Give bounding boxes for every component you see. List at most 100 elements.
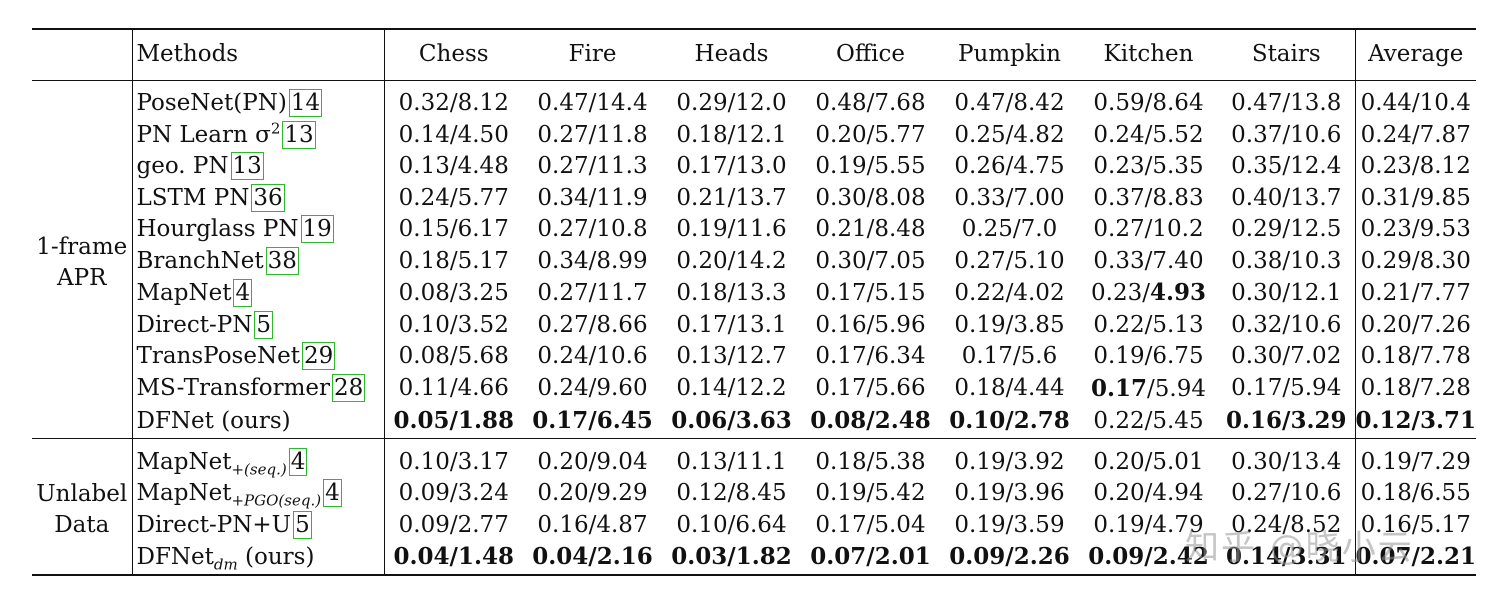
table-row: LSTM PN 36 0.24/5.77 0.34/11.9 0.21/13.7 0.30… xyxy=(32,182,1476,215)
result-value: 0.20/4.94 xyxy=(1093,480,1204,506)
result-value: 0.17/6.34 xyxy=(815,343,926,369)
citation-link[interactable]: 4 xyxy=(233,278,253,307)
header-methods: Methods xyxy=(131,29,384,81)
result-value-part: 0.23 xyxy=(1091,280,1143,306)
result-value: 0.18/7.28 xyxy=(1360,375,1471,401)
result-value: 0.16/5.17 xyxy=(1360,511,1471,538)
result-cell: 0.27/8.66 xyxy=(523,310,662,342)
result-cell: 0.14/12.2 xyxy=(662,373,801,406)
header-row: Methods Chess Fire Heads Office Pumpkin … xyxy=(32,29,1476,81)
citation-link[interactable]: 38 xyxy=(265,246,299,275)
result-cell: 0.08/5.68 xyxy=(383,341,523,373)
result-cell: 0.17/5.94 xyxy=(1218,373,1355,406)
citation-link[interactable]: 5 xyxy=(254,310,274,339)
result-value: 0.33/7.00 xyxy=(954,184,1065,211)
result-value: 0.17/5.6 xyxy=(961,343,1058,369)
result-cell: 0.27/11.7 xyxy=(523,277,662,310)
result-value: 0.33/7.40 xyxy=(1093,247,1204,274)
result-cell: 0.07/2.01 xyxy=(801,541,940,575)
result-cell: 0.08/2.48 xyxy=(801,405,940,438)
result-value: 0.19/3.85 xyxy=(954,311,1065,338)
result-value: 0.08/2.48 xyxy=(810,407,931,434)
result-cell: 0.10/3.17 xyxy=(383,446,523,478)
result-cell: 0.17/13.1 xyxy=(662,310,801,342)
result-cell: 0.23/4.93 xyxy=(1079,277,1218,310)
citation-link[interactable]: 19 xyxy=(300,215,334,243)
header-kitchen: Kitchen xyxy=(1103,41,1194,68)
result-value: 0.08/5.68 xyxy=(398,343,509,369)
result-cell: 0.03/1.82 xyxy=(662,541,801,575)
method-cell: MapNet+PGO(seq.) 4 xyxy=(131,478,384,510)
result-value: 0.26/4.75 xyxy=(954,153,1065,179)
result-value: 0.09/2.77 xyxy=(398,511,509,538)
citation-link[interactable]: 28 xyxy=(332,374,366,402)
result-cell: 0.25/7.0 xyxy=(940,214,1079,246)
citation-link[interactable]: 13 xyxy=(282,120,316,149)
result-cell: 0.17/5.15 xyxy=(801,277,940,310)
result-value: 0.21/7.77 xyxy=(1360,279,1471,306)
result-value: 0.14/12.2 xyxy=(676,375,787,401)
method-subscript: +PGO(seq.) xyxy=(231,491,322,510)
result-cell: 0.10/3.52 xyxy=(383,309,523,341)
method-name: MapNet xyxy=(136,279,232,306)
table-row: geo. PN 13 0.13/4.48 0.27/11.3 0.17/13.0 0.19… xyxy=(32,151,1476,183)
table-body: 1-frame APR PoseNet(PN) 14 0.32/8.12 0.47/14.… xyxy=(32,80,1476,575)
method-name: PoseNet(PN) xyxy=(136,90,287,116)
result-value: 0.12/8.45 xyxy=(676,480,787,506)
result-value: 0.19/5.55 xyxy=(815,153,926,179)
result-cell: 0.47/14.4 xyxy=(523,88,662,120)
table-row: Unlabel Data MapNet+(seq.) 4 0.10/3.17 0.20/9… xyxy=(32,446,1476,538)
result-value: 0.09/3.24 xyxy=(398,480,509,506)
method-name: geo. PN xyxy=(136,153,229,179)
result-cell: 0.16/3.29 xyxy=(1218,405,1355,438)
method-name: DFNet (ours) xyxy=(136,407,291,434)
result-value: 0.07/2.01 xyxy=(810,543,931,570)
result-cell: 0.31/9.85 xyxy=(1354,182,1476,214)
table-row: Hourglass PN 19 0.15/6.17 0.27/10.8 0.19/11.… xyxy=(32,214,1476,246)
table-row: Direct-PN 5 0.10/3.52 0.27/8.66 0.17/13.1 0.1… xyxy=(32,309,1476,342)
method-name: MapNet xyxy=(136,448,232,475)
result-cell: 0.17/5.04 xyxy=(801,510,940,542)
result-value: 0.32/10.6 xyxy=(1231,311,1342,338)
result-value: 0.17/5.66 xyxy=(815,375,926,401)
result-cell: 0.21/7.77 xyxy=(1354,277,1476,310)
result-value: 0.10/6.64 xyxy=(676,511,787,538)
citation-link[interactable]: 14 xyxy=(288,89,323,117)
header-chess: Chess xyxy=(383,29,523,81)
result-value: 0.30/7.02 xyxy=(1231,343,1342,369)
result-cell: 0.33/7.40 xyxy=(1079,246,1218,278)
citation-link[interactable]: 5 xyxy=(293,510,312,539)
result-cell: 0.19/5.42 xyxy=(801,478,940,510)
result-value: 0.23/5.35 xyxy=(1093,153,1204,179)
result-value: 0.05/1.88 xyxy=(393,407,514,434)
result-cell: 0.19/7.29 xyxy=(1354,446,1476,478)
result-value: 0.15/6.17 xyxy=(398,216,509,242)
result-value: 0.25/7.0 xyxy=(961,216,1058,242)
citation-link[interactable]: 13 xyxy=(230,152,264,180)
result-value: 0.20/5.77 xyxy=(815,121,926,148)
citation-link[interactable]: 4 xyxy=(323,479,342,507)
citation-link[interactable]: 36 xyxy=(251,183,285,212)
result-cell: 0.04/2.16 xyxy=(523,541,662,575)
result-cell: 0.29/12.0 xyxy=(662,88,801,120)
group-label-line: 1-frame xyxy=(36,233,128,260)
result-value: 0.38/10.3 xyxy=(1231,247,1342,274)
group-label-line: APR xyxy=(57,264,107,291)
citation-link[interactable]: 29 xyxy=(301,342,336,370)
header-average: Average xyxy=(1354,29,1476,81)
citation-link[interactable]: 4 xyxy=(288,447,308,476)
result-cell: 0.05/1.88 xyxy=(383,405,523,438)
result-value: 0.09/2.42 xyxy=(1088,543,1209,570)
result-value: 0.08/3.25 xyxy=(398,279,509,306)
result-cell: 0.08/3.25 xyxy=(383,277,523,310)
result-cell: 0.37/8.83 xyxy=(1079,183,1218,215)
result-value: 0.20/9.04 xyxy=(537,448,648,475)
result-cell: 0.24/10.6 xyxy=(523,341,662,373)
result-value: 0.19/3.96 xyxy=(954,480,1065,506)
result-cell: 0.06/3.63 xyxy=(662,405,801,438)
result-value: 0.17/6.45 xyxy=(532,407,653,434)
table-row: Direct-PN+U 5 0.09/2.77 0.16/4.87 0.10/6.64 0… xyxy=(32,509,1476,542)
result-cell: 0.16/5.96 xyxy=(801,310,940,342)
result-cell: 0.24/8.52 xyxy=(1218,510,1355,542)
method-cell: Hourglass PN 19 xyxy=(131,214,384,246)
